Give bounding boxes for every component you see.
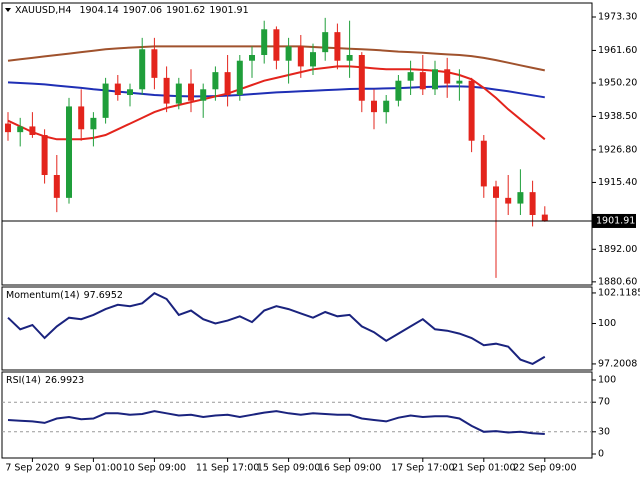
x-tick-label: 7 Sep 2020 bbox=[5, 463, 59, 474]
y-tick-label: 30 bbox=[598, 426, 610, 437]
moving-average bbox=[7, 81, 545, 99]
candle-body bbox=[395, 80, 402, 101]
candle-body bbox=[249, 55, 255, 61]
candle-body bbox=[78, 106, 85, 130]
indicator-header: RSI(14) 26.9923 bbox=[6, 375, 84, 386]
candle-body bbox=[236, 60, 243, 95]
y-tick-label: 1880.60 bbox=[598, 276, 637, 287]
x-tick-label: 10 Sep 09:00 bbox=[123, 463, 186, 474]
candle-body bbox=[90, 117, 97, 130]
x-tick-label: 21 Sep 01:00 bbox=[452, 463, 515, 474]
current-price-box bbox=[592, 213, 636, 228]
candle-body bbox=[5, 123, 11, 133]
pane-frame bbox=[1, 286, 593, 371]
candle-body bbox=[224, 72, 231, 95]
pane-frame bbox=[1, 371, 593, 459]
header-high: 1907.06 bbox=[123, 5, 162, 16]
y-tick-label: 1938.50 bbox=[598, 111, 637, 122]
candle-body bbox=[493, 186, 499, 198]
candle-body bbox=[346, 55, 353, 61]
y-tick-label: 97.2008 bbox=[598, 358, 637, 369]
indicator-header: Momentum(14) 97.6952 bbox=[6, 290, 123, 301]
candle-body bbox=[334, 32, 341, 61]
y-tick-label: 1973.30 bbox=[598, 12, 637, 23]
indicator-line bbox=[7, 410, 545, 435]
candle-body bbox=[407, 72, 414, 81]
candle-body bbox=[102, 83, 109, 118]
candle-body bbox=[285, 46, 292, 61]
candle-body bbox=[139, 49, 146, 90]
candle-body bbox=[529, 192, 536, 215]
candle-body bbox=[175, 83, 182, 104]
candle-body bbox=[66, 106, 72, 198]
indicator-value: 97.6952 bbox=[84, 290, 123, 301]
candle-body bbox=[419, 72, 426, 90]
candle-body bbox=[297, 46, 304, 67]
candle-body bbox=[517, 192, 524, 204]
y-tick-label: 1950.20 bbox=[598, 78, 637, 89]
moving-average bbox=[7, 65, 546, 141]
x-tick-label: 9 Sep 01:00 bbox=[65, 463, 122, 474]
header-close: 1901.91 bbox=[209, 5, 248, 16]
candle-body bbox=[383, 100, 390, 113]
candle-body bbox=[505, 197, 512, 204]
y-tick-label: 1961.60 bbox=[598, 45, 637, 56]
y-tick-label: 70 bbox=[598, 397, 610, 408]
y-tick-label: 0 bbox=[598, 449, 604, 460]
chart-header: XAUUSD,H4 1904.14 1907.06 1901.62 1901.91 bbox=[15, 5, 249, 16]
header-low: 1901.62 bbox=[166, 5, 205, 16]
indicator-title: Momentum(14) bbox=[6, 290, 80, 301]
candle-body bbox=[188, 83, 194, 101]
candle-body bbox=[53, 175, 60, 198]
candle-body bbox=[444, 69, 451, 84]
candle-body bbox=[151, 49, 158, 78]
candle-body bbox=[114, 83, 121, 95]
indicator-value: 26.9923 bbox=[45, 375, 84, 386]
candle-body bbox=[468, 80, 475, 141]
y-tick-label: 102.1185 bbox=[598, 287, 640, 298]
x-tick-label: 16 Sep 09:00 bbox=[318, 463, 381, 474]
x-tick-label: 15 Sep 09:00 bbox=[257, 463, 320, 474]
header-icon bbox=[5, 8, 11, 12]
x-tick-label: 11 Sep 17:00 bbox=[196, 463, 259, 474]
y-tick-label: 100 bbox=[598, 318, 616, 329]
candle-body bbox=[29, 126, 36, 135]
candle-body bbox=[456, 80, 463, 84]
x-tick-label: 22 Sep 09:00 bbox=[513, 463, 576, 474]
indicator-line bbox=[7, 292, 546, 365]
candle-body bbox=[17, 126, 24, 133]
candle-body bbox=[371, 100, 377, 113]
header-open: 1904.14 bbox=[79, 5, 118, 16]
candle-body bbox=[541, 214, 548, 221]
y-tick-label: 100 bbox=[598, 374, 616, 385]
candle-body bbox=[273, 29, 280, 61]
candle-body bbox=[480, 140, 487, 187]
candle-body bbox=[358, 55, 365, 101]
current-price-label: 1901.91 bbox=[596, 215, 635, 226]
candle-body bbox=[163, 77, 170, 104]
candle-body bbox=[41, 135, 48, 175]
y-tick-label: 1915.40 bbox=[598, 177, 637, 188]
candle-body bbox=[261, 29, 268, 55]
y-tick-label: 1892.00 bbox=[598, 244, 637, 255]
candle-body bbox=[212, 72, 219, 90]
y-tick-label: 1926.80 bbox=[598, 144, 637, 155]
candle-body bbox=[200, 89, 207, 101]
candle-body bbox=[127, 89, 133, 95]
candle-body bbox=[310, 52, 316, 67]
symbol-title: XAUUSD,H4 bbox=[15, 5, 71, 16]
x-tick-label: 17 Sep 17:00 bbox=[391, 463, 454, 474]
candle-body bbox=[432, 69, 438, 90]
pane-frame bbox=[1, 2, 593, 286]
candle-body bbox=[322, 32, 329, 53]
indicator-title: RSI(14) bbox=[6, 375, 41, 386]
